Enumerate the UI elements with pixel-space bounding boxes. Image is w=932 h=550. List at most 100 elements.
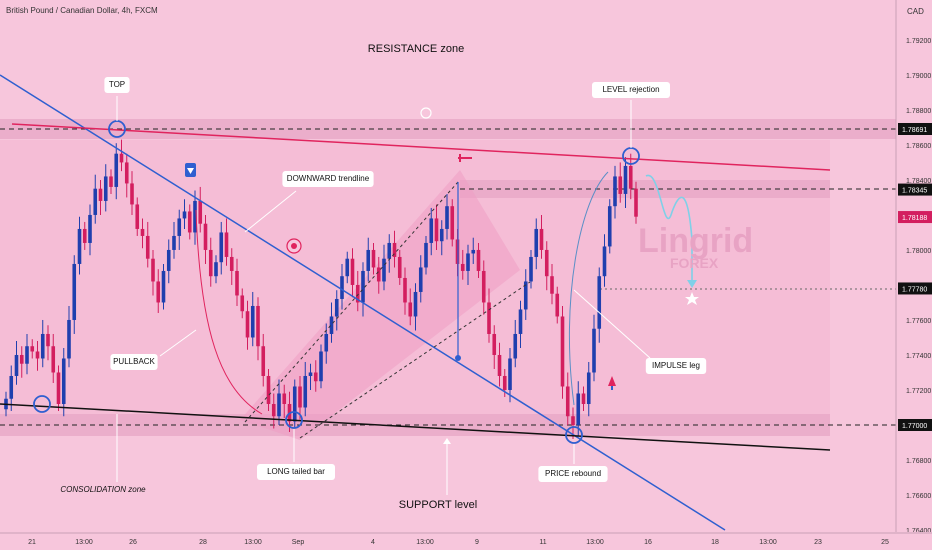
flag-icon — [458, 154, 472, 162]
x-tick-label: 16 — [644, 539, 652, 546]
small-circle-icon — [420, 107, 432, 119]
x-tick-label: 25 — [881, 539, 889, 546]
symbol-title: British Pound / Canadian Dollar, 4h, FXC… — [6, 6, 158, 15]
candle-body — [72, 263, 77, 320]
y-tick-label: 1.77400 — [906, 353, 931, 360]
candle-body — [98, 188, 103, 201]
annotation-text: LONG tailed bar — [267, 467, 325, 476]
candle-body — [634, 188, 638, 217]
candle-body — [145, 235, 150, 259]
y-tick-label: 1.78600 — [906, 143, 931, 150]
candle-body — [124, 162, 129, 184]
candle-body — [571, 416, 575, 425]
candle-body — [266, 375, 271, 404]
annotation-text: LEVEL rejection — [602, 85, 659, 94]
projection-path — [645, 174, 693, 282]
price-tag-label: 1.78188 — [902, 215, 927, 222]
star-icon — [685, 292, 699, 305]
rebound-circle-marker — [565, 426, 583, 444]
support-pointer-arrowhead — [443, 438, 451, 444]
candles-group — [4, 139, 638, 440]
candle-body — [476, 249, 481, 271]
candle-body — [250, 305, 255, 338]
candle-body — [392, 242, 397, 257]
candle-body — [466, 253, 470, 271]
annotation-text: CONSOLIDATION zone — [60, 485, 146, 494]
candle-body — [418, 267, 423, 292]
rocket-flame-icon — [611, 386, 613, 390]
candle-body — [523, 281, 528, 310]
x-tick-label: 13:00 — [244, 539, 262, 546]
candle-body — [345, 258, 350, 277]
candle-body — [597, 276, 602, 329]
candle-body — [103, 176, 108, 201]
candle-body — [114, 153, 119, 187]
y-tick-label: 1.77600 — [906, 318, 931, 325]
candle-body — [623, 165, 628, 194]
price-tag-bg — [898, 282, 932, 295]
candle-body — [544, 249, 549, 277]
candle-body — [555, 293, 560, 317]
candle-body — [292, 386, 297, 422]
price-level-tags: 1.78691 1.78345 1.78188 1.77780 1.77000 — [898, 123, 932, 431]
candle-body — [613, 176, 617, 207]
candle-body — [487, 302, 491, 334]
candle-body — [35, 351, 40, 359]
candle-body — [140, 228, 145, 236]
candle-body — [119, 153, 124, 163]
candle-body — [9, 375, 14, 399]
y-tick-label: 1.79200 — [906, 38, 931, 45]
annotation-text: RESISTANCE zone — [368, 43, 464, 55]
resistance-zone-band — [0, 119, 896, 139]
candle-body — [429, 218, 434, 243]
x-tick-label: 4 — [371, 539, 375, 546]
candle-body — [67, 319, 71, 359]
long-tail-circle-marker — [285, 411, 303, 429]
candle-body — [25, 346, 29, 364]
price-tag-label: 1.78691 — [902, 127, 927, 134]
candle-body — [313, 372, 318, 382]
x-tick-label: 9 — [475, 539, 479, 546]
x-tick-label: 13:00 — [586, 539, 604, 546]
annotation-text: PULLBACK — [113, 357, 155, 366]
candle-body — [187, 211, 192, 233]
x-tick-label: 13:00 — [759, 539, 777, 546]
candle-body — [56, 372, 61, 404]
candle-body — [529, 256, 533, 282]
x-tick-label: 28 — [199, 539, 207, 546]
resistance-trendline[interactable] — [11, 123, 831, 171]
y-tick-label: 1.77200 — [906, 388, 931, 395]
candle-body — [408, 302, 413, 317]
candle-body — [382, 258, 386, 282]
candle-body — [109, 176, 113, 187]
price-axis[interactable] — [896, 0, 932, 550]
time-axis[interactable] — [0, 532, 932, 550]
candle-body — [334, 298, 339, 317]
candle-body — [308, 372, 313, 376]
downward-trendline[interactable] — [0, 74, 726, 531]
x-tick-label: 11 — [539, 539, 546, 546]
price-tag-label: 1.78345 — [902, 188, 927, 195]
candle-body — [376, 267, 381, 282]
candle-body — [324, 333, 329, 352]
candle-body — [245, 311, 250, 338]
candle-body — [61, 358, 66, 404]
annotation-box — [104, 77, 130, 93]
pullback-curve-arrow — [195, 209, 263, 415]
candle-body — [156, 281, 161, 303]
rocket-icon — [608, 376, 616, 386]
candle-body — [19, 354, 24, 364]
x-tick-label: 26 — [129, 539, 137, 546]
candle-body — [77, 228, 82, 264]
candle-body — [550, 276, 554, 294]
candle-body — [497, 354, 502, 376]
candle-body — [298, 386, 302, 408]
candle-body — [518, 309, 523, 334]
support-trendline[interactable] — [0, 403, 831, 451]
candle-body — [277, 393, 281, 417]
x-tick-label: Sep — [292, 539, 305, 546]
price-tag-label: 1.77000 — [902, 423, 927, 430]
x-tick-label: 13:00 — [75, 539, 93, 546]
candle-body — [471, 249, 476, 254]
candle-body — [361, 270, 365, 303]
